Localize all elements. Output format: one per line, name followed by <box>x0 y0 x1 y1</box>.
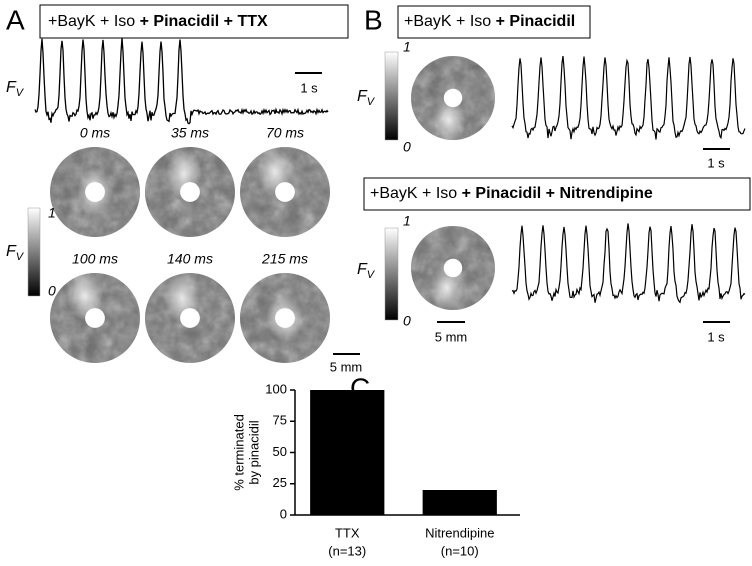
signal-label-sub: V <box>16 87 25 99</box>
y-tick-label: 100 <box>265 381 287 396</box>
frame-time: 0 ms <box>80 125 110 141</box>
frame-time: 140 ms <box>167 251 213 267</box>
colorbar-tick: 0 <box>403 139 411 155</box>
map-hole <box>85 308 105 328</box>
colorbar-label-sub: V <box>16 251 25 263</box>
y-tick-label: 25 <box>273 475 287 490</box>
map-hole <box>443 88 463 108</box>
condition-plain: +BayK + Iso <box>370 185 457 202</box>
colorbar-label-main: F <box>357 261 368 278</box>
map-bright <box>432 96 466 144</box>
colorbar-label-main: F <box>6 243 17 260</box>
bar <box>422 490 497 515</box>
colorbar-tick: 0 <box>48 283 56 299</box>
colorbar-label-sub: V <box>367 269 376 281</box>
time-scale-label: 1 s <box>300 80 318 95</box>
colorbar-label: FV <box>357 88 376 108</box>
map-hole <box>180 308 200 328</box>
y-tick-label: 50 <box>273 444 287 459</box>
frame-time: 100 ms <box>72 251 118 267</box>
condition-box <box>397 5 591 39</box>
frame-time: 215 ms <box>261 251 308 267</box>
trace <box>511 56 746 140</box>
trace <box>34 37 329 125</box>
colorbar-label-main: F <box>357 88 368 105</box>
frame-time: 35 ms <box>171 125 209 141</box>
map-hole <box>85 182 105 202</box>
condition: +BayK + Iso + Pinacidil <box>404 13 575 30</box>
signal-label-main: F <box>6 79 17 96</box>
y-tick-label: 75 <box>273 413 287 428</box>
space-scale-label: 5 mm <box>435 329 468 344</box>
time-scale-label: 1 s <box>707 155 725 170</box>
map-hole <box>275 182 295 202</box>
frame-time: 70 ms <box>266 125 304 141</box>
y-axis-label: by pinacidil <box>246 420 261 484</box>
panel-label: B <box>364 4 383 35</box>
space-scale-label: 5 mm <box>330 359 363 374</box>
map-hole <box>275 308 295 328</box>
y-tick-label: 0 <box>280 506 287 521</box>
condition-box <box>363 177 751 211</box>
map-hole <box>180 182 200 202</box>
condition-bold: + Pinacidil <box>496 13 576 30</box>
trace <box>511 223 746 304</box>
colorbar-tick: 0 <box>403 313 411 329</box>
colorbar-tick: 1 <box>48 205 56 221</box>
x-tick-sublabel: (n=10) <box>441 543 479 558</box>
condition-box <box>39 4 349 39</box>
x-tick-label: Nitrendipine <box>425 525 494 540</box>
colorbar-label-sub: V <box>367 96 376 108</box>
condition: +BayK + Iso + Pinacidil + TTX <box>48 13 268 30</box>
x-tick-label: TTX <box>335 525 360 540</box>
signal-label: FV <box>6 79 25 99</box>
x-tick-sublabel: (n=13) <box>328 543 366 558</box>
condition-plain: +BayK + Iso <box>48 13 135 30</box>
colorbar <box>384 227 399 321</box>
map-hole <box>443 258 463 278</box>
condition: +BayK + Iso + Pinacidil + Nitrendipine <box>370 185 653 202</box>
time-scale-label: 1 s <box>707 329 725 344</box>
colorbar-label: FV <box>357 261 376 281</box>
colorbar-tick: 1 <box>403 213 411 229</box>
condition-bold: + Pinacidil + TTX <box>140 13 268 30</box>
condition-bold: + Pinacidil + Nitrendipine <box>462 185 653 202</box>
colorbar-label: FV <box>6 243 25 263</box>
bar <box>310 390 385 515</box>
colorbar-tick: 1 <box>403 39 411 55</box>
colorbar <box>27 207 41 297</box>
colorbar <box>384 51 399 141</box>
y-axis-label: % terminated <box>231 414 246 491</box>
condition-plain: +BayK + Iso <box>404 13 491 30</box>
panel-label: A <box>6 4 25 35</box>
